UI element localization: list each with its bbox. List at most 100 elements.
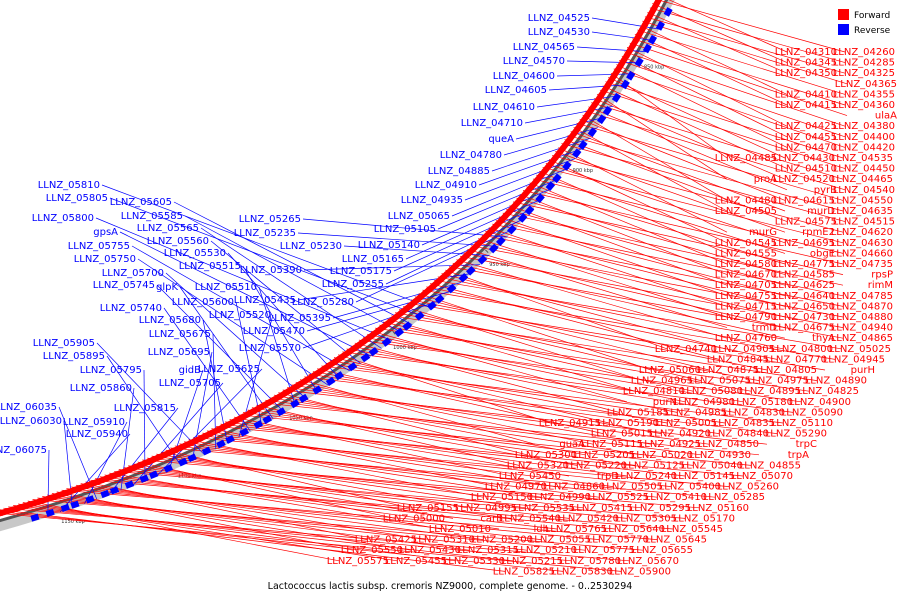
forward-gene-label: LLNZ_05430	[399, 545, 461, 556]
forward-gene-label: LLNZ_04550	[831, 195, 893, 206]
forward-callout-line	[22, 502, 398, 562]
tick-label: 1000 kbp	[393, 345, 417, 351]
forward-gene-label: LLNZ_04625	[773, 280, 835, 291]
reverse-gene-arrow	[587, 127, 598, 138]
reverse-gene-label: LLNZ_05860	[70, 383, 132, 394]
forward-gene-label: LLNZ_04350	[775, 68, 837, 79]
reverse-gene-arrow	[427, 301, 437, 311]
forward-gene-label: LLNZ_04705	[715, 280, 777, 291]
forward-callout-line	[183, 441, 542, 498]
forward-gene-label: LLNZ_04870	[831, 301, 893, 312]
forward-gene-label: LLNZ_05645	[645, 535, 707, 546]
reverse-gene-label: LLNZ_04610	[473, 102, 535, 113]
forward-callout-line	[113, 470, 686, 519]
forward-gene-label: LLNZ_05770	[587, 535, 649, 546]
forward-gene-label: LLNZ_04735	[831, 259, 893, 270]
forward-callout-line	[265, 399, 702, 456]
reverse-callout-line	[179, 286, 274, 419]
reverse-gene-label: LLNZ_05510	[195, 282, 257, 293]
forward-gene-label: LLNZ_05670	[617, 556, 679, 567]
forward-gene-label: LLNZ_05535	[513, 503, 575, 514]
forward-callout-line	[346, 348, 736, 413]
reverse-gene-label: LLNZ_05600	[172, 297, 234, 308]
reverse-callout-line	[451, 168, 568, 217]
legend-reverse-label: Reverse	[854, 26, 891, 36]
forward-gene-label: LLNZ_05190	[597, 418, 659, 429]
reverse-gene-label: LLNZ_05605	[110, 197, 172, 208]
reverse-gene-label: LLNZ_05695	[148, 347, 210, 358]
reverse-gene-label: LLNZ_05470	[243, 326, 305, 337]
forward-gene-label: LLNZ_05215	[501, 556, 563, 567]
reverse-gene-arrow	[465, 266, 476, 276]
reverse-callout-line	[437, 178, 560, 230]
forward-callout-line	[594, 98, 786, 180]
reverse-gene-label: LLNZ_05755	[68, 241, 130, 252]
forward-callout-line	[406, 302, 826, 371]
reverse-gene-label: LLNZ_05680	[139, 315, 201, 326]
tick-label: 1050 kbp	[289, 416, 313, 422]
forward-gene-label: LLNZ_04465	[831, 174, 893, 185]
forward-gene-label: LLNZ_04920	[649, 429, 711, 440]
forward-callout-line	[75, 484, 484, 540]
forward-callout-line	[202, 432, 614, 487]
forward-gene-label: LLNZ_04410	[775, 89, 837, 100]
reverse-callout-line	[591, 31, 655, 41]
forward-gene-label: LLNZ_05825	[493, 566, 555, 577]
reverse-gene-label: queA	[488, 134, 514, 145]
forward-gene-label: LLNZ_04585	[773, 270, 835, 281]
forward-callout-line	[616, 64, 788, 148]
forward-callout-line	[215, 426, 744, 477]
forward-callout-line	[220, 423, 686, 477]
forward-gene-label: trpD	[597, 471, 619, 482]
forward-gene-label: LLNZ_04505	[715, 206, 777, 217]
forward-callout-line	[558, 147, 728, 233]
forward-callout-line	[516, 197, 786, 275]
reverse-gene-arrow	[109, 486, 120, 495]
reverse-gene-label: LLNZ_05255	[322, 279, 384, 290]
forward-gene-label: rimM	[868, 280, 893, 291]
forward-gene-label: ulaA	[875, 111, 897, 122]
tick-mark	[566, 157, 571, 161]
reverse-gene-arrow	[124, 480, 135, 489]
forward-callout-line	[652, 3, 788, 63]
reverse-gene-label: LLNZ_04710	[461, 118, 523, 129]
forward-callout-line	[94, 478, 616, 530]
forward-callout-line	[146, 457, 642, 509]
forward-callout-line	[532, 178, 844, 254]
reverse-gene-label: LLNZ_05520	[209, 310, 271, 321]
reverse-gene-arrow	[647, 34, 658, 45]
forward-gene-label: LLNZ_04895	[739, 386, 801, 397]
forward-gene-label: LLNZ_04940	[831, 323, 893, 334]
reverse-callout-line	[503, 127, 599, 156]
forward-gene-label: LLNZ_04455	[775, 132, 837, 143]
forward-callout-line	[619, 59, 846, 138]
forward-gene-label: LLNZ_04755	[715, 291, 777, 302]
reverse-callout-line	[524, 105, 614, 124]
forward-gene-label: trpC	[796, 439, 817, 450]
reverse-gene-arrow	[100, 489, 110, 499]
reverse-gene-label: LLNZ_05235	[234, 228, 296, 239]
forward-callout-line	[13, 505, 514, 562]
forward-callout-line	[165, 449, 410, 509]
forward-callout-line	[170, 447, 716, 498]
forward-callout-line	[536, 174, 786, 254]
reverse-callout-line	[119, 231, 372, 357]
forward-gene-label: LLNZ_05415	[571, 503, 633, 514]
forward-gene-label: LLNZ_05075	[689, 376, 751, 387]
forward-gene-label: LLNZ_05285	[703, 492, 765, 503]
reverse-gene-label: gidB	[179, 365, 201, 376]
forward-callout-line	[399, 309, 702, 381]
reverse-callout-line	[515, 116, 606, 140]
reverse-gene-label: LLNZ_05105	[374, 224, 436, 235]
reverse-gene-label: LLNZ_06030	[0, 416, 62, 427]
forward-gene-label: carB	[480, 513, 503, 524]
reverse-gene-arrow	[334, 371, 344, 381]
forward-callout-line	[613, 68, 846, 148]
forward-gene-label: LLNZ_04510	[775, 164, 837, 175]
reverse-gene-label: LLNZ_05585	[121, 211, 183, 222]
forward-gene-label: LLNZ_04760	[715, 333, 777, 344]
forward-callout-line	[325, 362, 726, 424]
reverse-callout-line	[132, 382, 224, 486]
forward-gene-label: LLNZ_04450	[833, 164, 895, 175]
